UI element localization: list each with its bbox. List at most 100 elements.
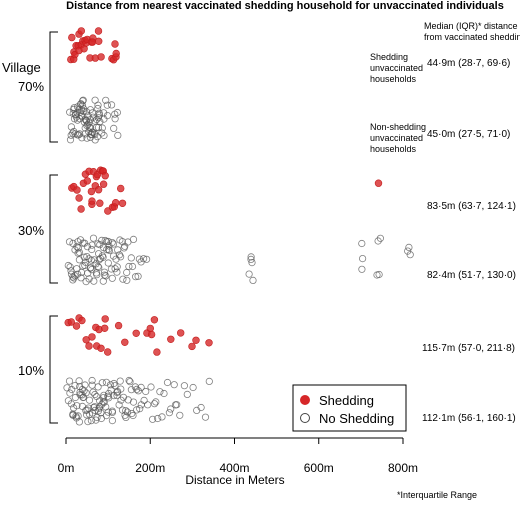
point-10pct-shedding	[101, 315, 109, 323]
annotation-shedding-line-3: households	[370, 74, 417, 84]
point-10pct-no-shedding	[158, 413, 166, 421]
point-30pct-no-shedding	[140, 255, 148, 263]
point-30pct-shedding	[374, 179, 383, 187]
point-10pct-no-shedding	[113, 391, 121, 399]
point-10pct-no-shedding	[88, 381, 96, 389]
point-10pct-no-shedding	[107, 386, 115, 394]
point-30pct-no-shedding	[98, 236, 106, 244]
point-30pct-no-shedding	[113, 268, 121, 276]
point-70pct-shedding	[77, 27, 86, 35]
annotation-shedding-line-1: Shedding	[370, 52, 408, 62]
point-10pct-no-shedding	[152, 398, 160, 406]
point-10pct-no-shedding	[163, 378, 172, 387]
annotation-shedding-line-2: unvaccinated	[370, 63, 423, 73]
legend-marker-shedding	[300, 395, 310, 405]
point-10pct-shedding	[78, 316, 86, 325]
point-10pct-no-shedding	[123, 408, 132, 416]
point-10pct-no-shedding	[136, 405, 144, 413]
legend-label-no-shedding: No Shedding	[319, 411, 394, 426]
point-10pct-no-shedding	[102, 411, 111, 420]
point-10pct-shedding	[192, 336, 200, 344]
point-10pct-shedding	[82, 336, 90, 344]
point-70pct-no-shedding	[111, 115, 119, 123]
x-ticks: 0m 200m 400m 600m 800m	[58, 438, 418, 475]
point-10pct-shedding	[88, 333, 96, 341]
point-30pct-no-shedding	[90, 277, 98, 285]
point-70pct-no-shedding	[94, 101, 102, 109]
point-10pct-no-shedding	[89, 388, 97, 396]
point-30pct-no-shedding	[117, 253, 125, 261]
point-30pct-shedding	[118, 199, 127, 208]
bracket-30	[49, 174, 58, 284]
annotation-nonshedding-line-2: unvaccinated	[370, 133, 423, 143]
point-70pct-no-shedding	[91, 130, 99, 138]
point-10pct-shedding	[167, 335, 175, 343]
point-30pct-no-shedding	[114, 246, 122, 254]
point-10pct-shedding	[103, 348, 112, 356]
point-10pct-no-shedding	[106, 381, 115, 389]
point-30pct-no-shedding	[248, 258, 256, 267]
point-30pct-no-shedding	[376, 234, 384, 242]
point-30pct-no-shedding	[104, 259, 112, 267]
point-10pct-no-shedding	[150, 400, 159, 408]
point-10pct-no-shedding	[129, 411, 137, 420]
point-30pct-shedding	[73, 186, 81, 194]
point-30pct-no-shedding	[75, 256, 84, 264]
point-10pct-no-shedding	[137, 383, 145, 391]
point-10pct-no-shedding	[147, 383, 155, 391]
point-10pct-no-shedding	[85, 396, 94, 404]
point-10pct-no-shedding	[93, 413, 101, 422]
x-tick-label: 400m	[219, 461, 249, 475]
point-10pct-no-shedding	[81, 381, 89, 389]
point-30pct-no-shedding	[86, 264, 95, 272]
point-70pct-shedding	[97, 53, 105, 61]
point-30pct-no-shedding	[128, 262, 137, 271]
point-10pct-shedding	[153, 348, 161, 356]
point-30pct-no-shedding	[358, 255, 367, 263]
bracket-10	[49, 315, 58, 424]
point-30pct-no-shedding	[406, 251, 414, 259]
point-10pct-shedding	[114, 321, 123, 330]
point-70pct-no-shedding	[100, 131, 108, 140]
point-30pct-no-shedding	[134, 272, 142, 280]
median-iqr-10-shedding: 115·7m (57·0, 211·8)	[422, 343, 515, 354]
point-30pct-no-shedding	[374, 237, 382, 245]
point-70pct-no-shedding	[73, 116, 82, 124]
point-10pct-no-shedding	[75, 418, 84, 426]
point-30pct-no-shedding	[66, 263, 74, 271]
point-10pct-no-shedding	[170, 381, 178, 389]
point-70pct-shedding	[68, 33, 76, 42]
point-30pct-shedding	[101, 172, 109, 180]
point-30pct-no-shedding	[83, 253, 91, 261]
point-30pct-no-shedding	[100, 268, 109, 276]
x-tick-label: 0m	[58, 461, 75, 475]
point-10pct-no-shedding	[80, 387, 88, 395]
point-10pct-no-shedding	[102, 378, 111, 386]
point-10pct-no-shedding	[122, 413, 130, 421]
median-iqr-10-nonshedding: 112·1m (56·1, 160·1)	[422, 413, 516, 424]
point-30pct-no-shedding	[94, 262, 102, 271]
point-10pct-no-shedding	[88, 376, 96, 385]
point-10pct-no-shedding	[98, 379, 106, 387]
point-30pct-no-shedding	[102, 272, 110, 280]
point-10pct-shedding	[205, 339, 213, 347]
point-10pct-no-shedding	[104, 408, 112, 416]
point-30pct-no-shedding	[88, 245, 96, 254]
point-30pct-no-shedding	[113, 263, 121, 271]
point-10pct-shedding	[150, 316, 159, 324]
point-10pct-no-shedding	[94, 407, 103, 415]
point-30pct-no-shedding	[123, 276, 131, 284]
point-70pct-no-shedding	[76, 130, 84, 138]
point-70pct-no-shedding	[108, 101, 116, 109]
point-70pct-no-shedding	[88, 128, 97, 136]
point-30pct-no-shedding	[358, 265, 366, 273]
point-70pct-no-shedding	[102, 96, 110, 104]
point-10pct-shedding	[146, 324, 155, 333]
point-10pct-no-shedding	[201, 413, 210, 421]
point-30pct-no-shedding	[69, 276, 77, 284]
point-30pct-no-shedding	[112, 255, 120, 263]
point-10pct-no-shedding	[94, 383, 102, 391]
annotation-nonshedding-line-1: Non-shedding	[370, 122, 426, 132]
point-30pct-no-shedding	[105, 246, 114, 255]
